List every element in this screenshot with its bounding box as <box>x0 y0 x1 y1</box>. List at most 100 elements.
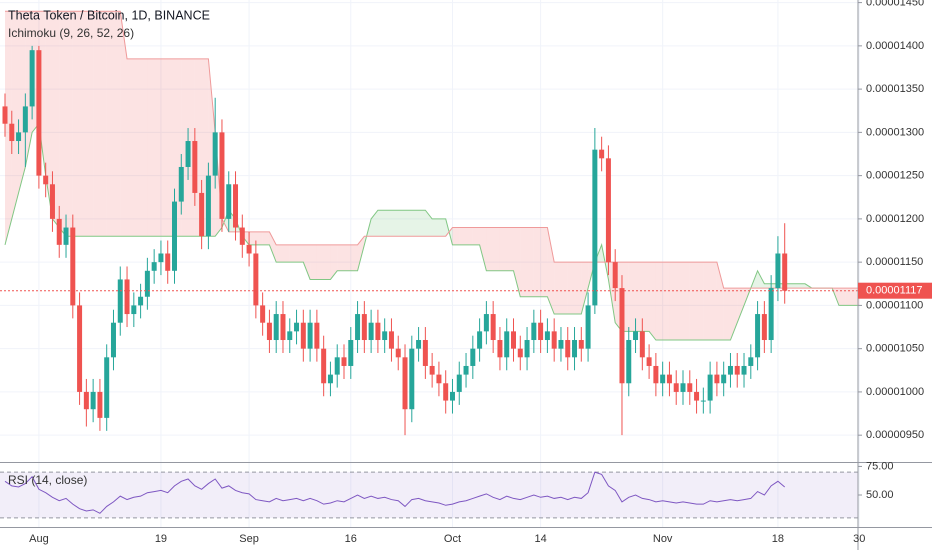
candle-body <box>185 141 191 167</box>
cloud <box>344 244 351 271</box>
cloud <box>269 231 277 263</box>
candle-body <box>578 340 584 349</box>
cloud <box>79 11 87 237</box>
y-tick-label: 0.00001400 <box>866 40 924 52</box>
candle-body <box>524 340 530 358</box>
candle-body <box>16 132 22 142</box>
candle-body <box>56 218 62 245</box>
cloud <box>11 11 19 219</box>
cloud <box>289 244 297 263</box>
candle-body <box>619 288 625 384</box>
candle-body <box>90 391 96 410</box>
cloud <box>93 11 100 237</box>
cloud <box>106 11 114 237</box>
cloud <box>249 231 256 245</box>
x-tick-label: Sep <box>239 533 259 545</box>
candle-body <box>463 365 469 375</box>
candle-body <box>97 391 103 418</box>
cloud <box>432 218 439 237</box>
candle-body <box>592 149 598 306</box>
candle-body <box>83 391 89 410</box>
cloud <box>655 262 663 341</box>
cloud <box>567 262 575 315</box>
y-tick-label: 0.00001100 <box>866 299 923 311</box>
candle-body <box>178 166 184 202</box>
cloud <box>520 227 528 297</box>
candle-body <box>199 192 205 237</box>
cloud <box>513 227 521 297</box>
candle-body <box>334 357 340 375</box>
cloud <box>452 227 460 245</box>
cloud <box>798 283 806 289</box>
cloud <box>635 262 643 332</box>
x-tick-label: Aug <box>29 533 49 545</box>
last-price-box <box>858 282 932 299</box>
x-tick-label: 16 <box>345 533 357 545</box>
cloud <box>649 262 656 341</box>
candle-body <box>239 227 245 245</box>
candle-body <box>266 322 272 341</box>
candle-body <box>727 365 733 375</box>
candle-body <box>172 201 177 271</box>
candle-body <box>653 365 659 384</box>
cloud <box>459 227 467 245</box>
candle-body <box>633 331 639 341</box>
cloud <box>337 244 344 271</box>
candle-body <box>680 383 686 392</box>
cloud <box>18 11 26 193</box>
candle-body <box>355 314 361 341</box>
candle-body <box>639 331 645 358</box>
cloud <box>696 262 704 341</box>
candle-body <box>660 374 666 384</box>
candle-body <box>395 348 401 358</box>
candle-body <box>694 391 700 401</box>
cloud <box>628 262 636 332</box>
y-tick-label: 0.00001450 <box>866 0 924 9</box>
candle-body <box>511 331 516 349</box>
candle-body <box>104 357 110 418</box>
cloud <box>113 11 121 237</box>
y-tick-label: 0.00001050 <box>866 343 924 355</box>
chart-title: Theta Token / Bitcoin, 1D, BINANCE <box>8 8 210 22</box>
cloud <box>554 262 561 315</box>
candle-body <box>205 175 211 237</box>
cloud <box>323 244 331 280</box>
cloud <box>140 58 148 237</box>
indicator-label: Ichimoku (9, 26, 52, 26) <box>8 26 134 40</box>
candle-body <box>246 244 252 254</box>
candle-body <box>321 348 327 384</box>
candle-body <box>761 314 767 341</box>
cloud <box>683 262 690 341</box>
cloud <box>676 262 683 341</box>
cloud <box>357 236 365 271</box>
candle-body <box>151 262 157 271</box>
candle-body <box>477 331 483 349</box>
candle-body <box>375 322 381 341</box>
cloud <box>127 58 134 237</box>
candle-body <box>538 322 544 341</box>
candle-body <box>314 322 320 349</box>
cloud <box>296 244 304 263</box>
cloud <box>350 244 358 271</box>
candle-body <box>124 279 130 315</box>
cloud <box>547 227 555 315</box>
candle-body <box>63 227 69 245</box>
cloud <box>330 244 338 280</box>
cloud <box>438 218 446 237</box>
candle-body <box>402 357 408 410</box>
rsi-band <box>0 472 858 518</box>
candle-body <box>388 331 394 349</box>
candle-body <box>138 296 144 306</box>
candle-body <box>483 314 489 332</box>
candle-body <box>646 357 652 366</box>
candle-body <box>741 365 747 375</box>
cloud <box>99 11 107 237</box>
candle-body <box>49 184 55 219</box>
cloud <box>689 262 697 341</box>
y-tick-label: 0.00001250 <box>866 170 924 182</box>
candle-body <box>361 314 367 341</box>
candle-body <box>612 262 618 289</box>
candle-body <box>9 123 15 142</box>
candle-body <box>707 374 713 401</box>
